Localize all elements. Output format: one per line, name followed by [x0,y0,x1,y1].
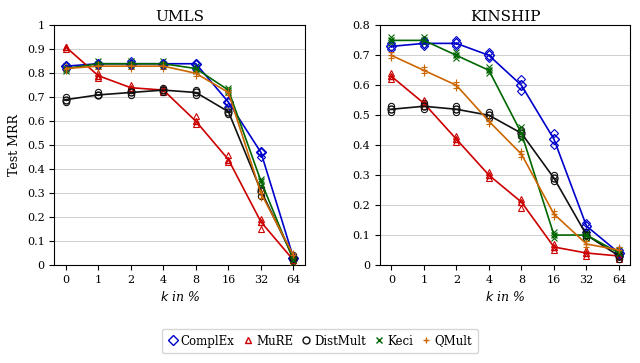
Line: DistMult: DistMult [388,103,623,260]
Line: QMult: QMult [388,52,623,253]
Keci [159,62,167,66]
Line: DistMult: DistMult [62,87,297,261]
ComplEx [127,62,134,66]
Keci [290,258,298,262]
ComplEx [518,83,525,87]
ComplEx [615,251,623,255]
Keci [452,53,460,57]
Keci [420,38,428,42]
QMult [159,64,167,68]
QMult [452,83,460,87]
Keci [387,38,395,42]
MuRE [452,137,460,141]
Keci [615,251,623,255]
DistMult [420,104,428,109]
QMult [420,68,428,73]
ComplEx [452,41,460,45]
Keci [62,66,70,71]
ComplEx [582,224,590,228]
MuRE [615,254,623,258]
MuRE [387,74,395,78]
Keci [582,233,590,237]
ComplEx [290,256,298,260]
X-axis label: $k$ in %: $k$ in % [159,290,200,304]
Line: QMult: QMult [62,63,297,259]
MuRE [485,173,493,177]
QMult [518,152,525,156]
Keci [257,179,265,183]
Keci [225,88,232,92]
DistMult [62,98,70,102]
ComplEx [159,62,167,66]
DistMult [225,110,232,114]
ComplEx [387,44,395,49]
DistMult [127,90,134,95]
ComplEx [550,137,558,141]
MuRE [518,200,525,204]
DistMult [387,107,395,111]
ComplEx [95,62,102,66]
Title: KINSHIP: KINSHIP [470,10,540,24]
QMult [62,66,70,71]
QMult [225,90,232,95]
MuRE [257,220,265,224]
DistMult [452,107,460,111]
ComplEx [62,64,70,68]
Line: MuRE: MuRE [388,73,623,260]
QMult [550,212,558,216]
Keci [485,68,493,73]
MuRE [582,251,590,255]
DistMult [159,88,167,92]
Title: UMLS: UMLS [155,10,204,24]
Line: Keci: Keci [388,37,623,257]
Keci [95,62,102,66]
Keci [518,131,525,135]
DistMult [485,113,493,118]
Line: ComplEx: ComplEx [62,60,297,261]
MuRE [127,86,134,90]
Line: MuRE: MuRE [62,44,297,264]
QMult [127,64,134,68]
QMult [485,119,493,123]
MuRE [550,245,558,249]
Legend: ComplEx, MuRE, DistMult, Keci, QMult: ComplEx, MuRE, DistMult, Keci, QMult [162,329,478,354]
MuRE [290,258,298,262]
DistMult [257,188,265,193]
QMult [290,253,298,258]
QMult [615,248,623,252]
DistMult [550,176,558,180]
DistMult [518,131,525,135]
ComplEx [225,100,232,104]
X-axis label: $k$ in %: $k$ in % [485,290,525,304]
ComplEx [420,41,428,45]
QMult [387,53,395,57]
QMult [582,242,590,246]
ComplEx [485,53,493,57]
Keci [550,233,558,237]
DistMult [95,93,102,97]
MuRE [62,45,70,49]
MuRE [159,88,167,92]
DistMult [192,90,200,95]
DistMult [615,254,623,258]
ComplEx [257,150,265,155]
Keci [192,66,200,71]
DistMult [290,256,298,260]
MuRE [192,119,200,123]
QMult [257,191,265,195]
Keci [127,62,134,66]
Line: Keci: Keci [62,60,297,264]
Y-axis label: Test MRR: Test MRR [8,114,21,176]
ComplEx [192,62,200,66]
QMult [95,64,102,68]
MuRE [95,74,102,78]
MuRE [420,101,428,105]
MuRE [225,158,232,162]
Line: ComplEx: ComplEx [388,40,623,257]
QMult [192,71,200,76]
DistMult [582,233,590,237]
